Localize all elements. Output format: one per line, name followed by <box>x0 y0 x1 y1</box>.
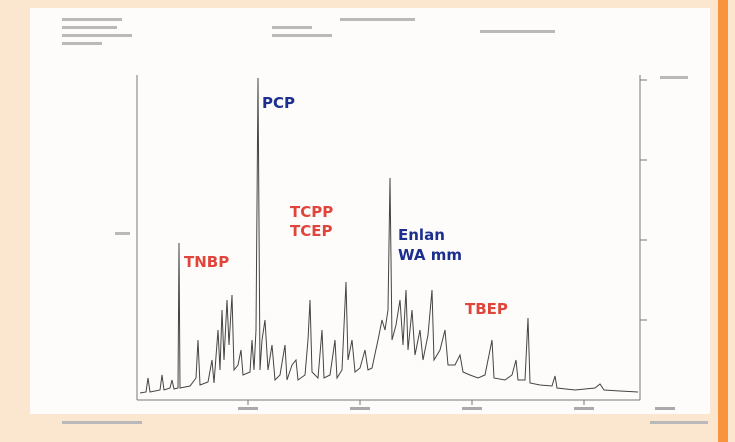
side-bar <box>718 0 728 442</box>
annotation-tcpp: TCPP <box>290 203 333 221</box>
axes <box>136 75 647 405</box>
annotation-enlan: Enlan <box>398 226 445 244</box>
header-blur <box>62 18 708 424</box>
annotation-tnbp: TNBP <box>184 253 229 271</box>
x-axis-blur <box>238 407 675 410</box>
annotation-wa: WA mm <box>398 246 462 264</box>
paper <box>30 8 710 414</box>
chromatogram-trace <box>139 77 639 394</box>
annotation-tcep: TCEP <box>290 222 332 240</box>
annotation-tbep: TBEP <box>465 300 508 318</box>
annotation-pcp: PCP <box>262 94 295 112</box>
